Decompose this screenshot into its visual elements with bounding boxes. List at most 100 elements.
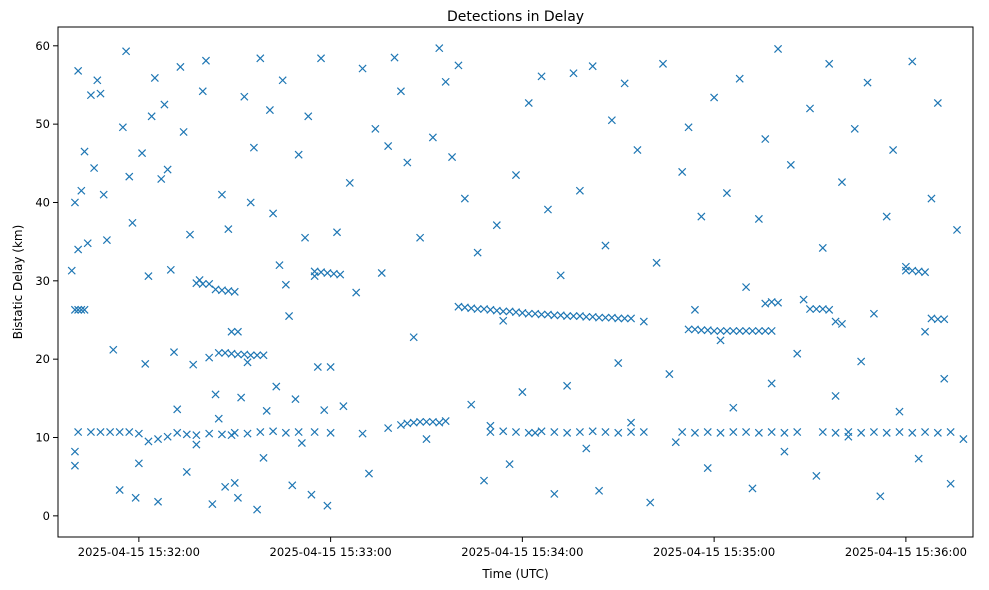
data-point <box>173 405 182 414</box>
data-point <box>767 427 776 437</box>
data-point <box>786 160 795 169</box>
data-point <box>416 233 425 242</box>
data-point <box>595 486 604 495</box>
x-tick-label: 2025-04-15 15:35:00 <box>653 545 775 559</box>
data-point <box>224 225 233 234</box>
data-point <box>582 444 591 453</box>
data-point <box>895 427 904 437</box>
data-point <box>575 186 584 195</box>
data-point <box>285 312 294 321</box>
data-point <box>754 428 763 437</box>
data-point <box>317 54 326 63</box>
data-point <box>550 489 559 498</box>
data-point <box>524 309 533 318</box>
data-point <box>70 305 79 314</box>
data-point <box>703 464 712 473</box>
data-point <box>163 165 172 174</box>
data-point <box>192 440 201 449</box>
chart-title: Detections in Delay <box>447 9 584 25</box>
data-point <box>154 435 163 444</box>
data-point <box>933 428 942 437</box>
data-point <box>761 299 770 308</box>
data-point <box>543 205 552 214</box>
data-point <box>396 87 405 96</box>
data-point <box>518 388 527 397</box>
data-point <box>83 239 92 248</box>
data-point <box>869 309 878 318</box>
data-point <box>198 87 207 96</box>
data-point <box>831 428 840 437</box>
data-point <box>767 326 776 335</box>
data-point <box>818 427 827 437</box>
data-point <box>460 194 469 203</box>
data-point <box>275 261 284 270</box>
data-point <box>857 428 866 437</box>
data-point <box>217 430 226 439</box>
data-point <box>710 326 719 335</box>
data-point <box>259 453 268 462</box>
data-point <box>499 307 508 316</box>
data-point <box>639 317 648 326</box>
data-point <box>441 417 450 426</box>
data-point <box>163 432 172 441</box>
data-point <box>729 403 738 412</box>
data-point <box>761 326 770 335</box>
y-axis-ticks: 0 10 20 30 40 50 60 <box>35 39 58 523</box>
data-point <box>358 429 367 438</box>
data-point <box>869 427 878 437</box>
data-point <box>377 268 386 278</box>
data-point <box>537 310 546 319</box>
data-point <box>601 427 610 437</box>
data-point <box>320 406 329 415</box>
y-tick-label: 50 <box>35 117 50 131</box>
data-point <box>933 315 942 324</box>
data-point <box>441 77 450 86</box>
data-point <box>684 325 693 334</box>
data-point <box>716 326 725 335</box>
data-point <box>748 484 757 493</box>
x-tick-label: 2025-04-15 15:36:00 <box>845 545 967 559</box>
y-tick-label: 30 <box>35 274 50 288</box>
data-point <box>160 100 169 109</box>
data-point <box>233 350 242 359</box>
data-point <box>563 428 572 437</box>
data-point <box>96 427 105 437</box>
data-point <box>601 241 610 250</box>
data-point <box>729 326 738 335</box>
data-point <box>627 314 636 323</box>
data-point <box>122 47 131 56</box>
data-point <box>109 345 118 354</box>
data-point <box>479 476 489 485</box>
data-point <box>230 428 239 437</box>
data-point <box>831 391 840 401</box>
data-point <box>614 428 623 437</box>
data-point <box>812 305 821 314</box>
data-point <box>384 142 393 151</box>
data-point <box>531 428 540 437</box>
y-tick-label: 40 <box>35 195 50 209</box>
data-point <box>754 326 763 335</box>
data-point <box>774 298 783 307</box>
data-point <box>141 359 150 368</box>
data-point <box>173 428 182 437</box>
data-point <box>243 358 252 367</box>
data-point <box>144 437 153 446</box>
x-tick-label: 2025-04-15 15:33:00 <box>270 545 392 559</box>
data-point <box>230 287 239 296</box>
data-point <box>799 295 808 304</box>
data-point <box>214 414 223 423</box>
data-point <box>614 314 623 323</box>
data-point <box>288 481 297 490</box>
data-point <box>253 351 262 360</box>
data-point <box>486 427 495 437</box>
data-point <box>74 66 83 75</box>
data-point <box>211 390 220 399</box>
data-point <box>550 427 559 437</box>
data-point <box>185 230 195 239</box>
data-point <box>358 64 367 73</box>
data-point <box>793 427 802 437</box>
data-point <box>67 266 76 275</box>
data-point <box>131 493 140 502</box>
data-point <box>243 429 252 438</box>
y-tick-label: 60 <box>35 39 50 53</box>
